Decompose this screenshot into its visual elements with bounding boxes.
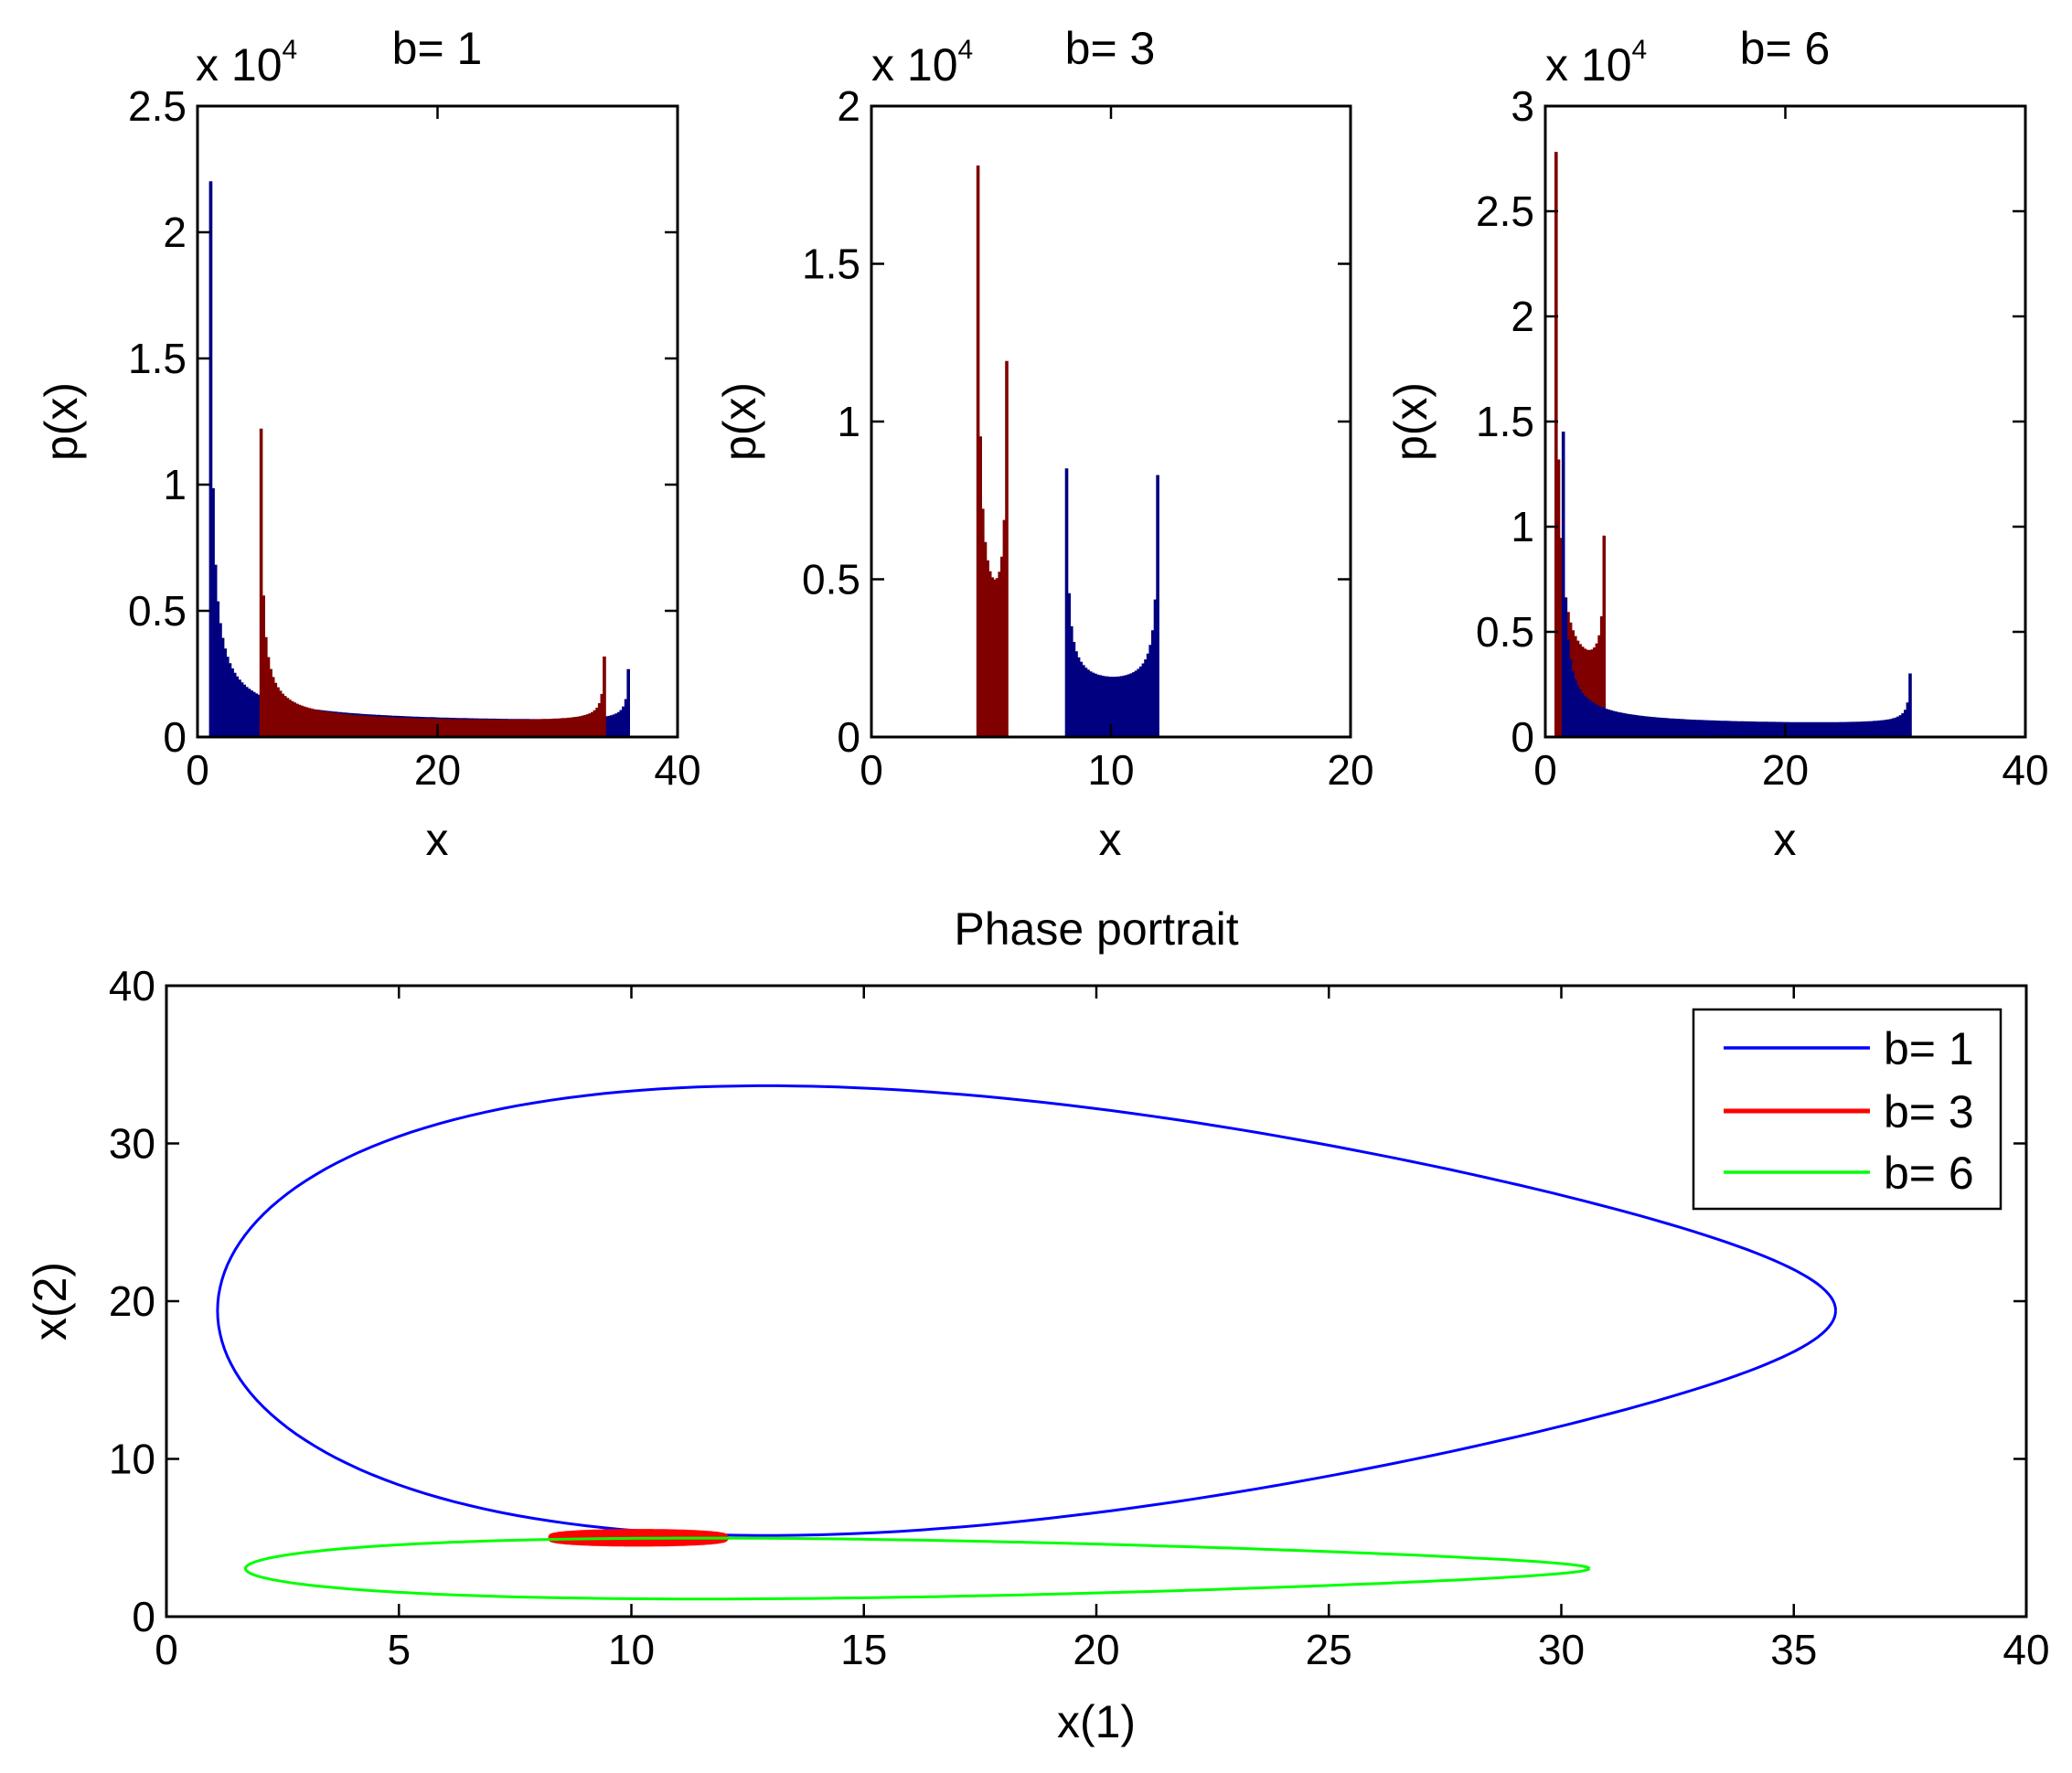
y-tick-label: 1 (837, 398, 860, 445)
x-tick-label: 10 (1087, 746, 1134, 794)
y-tick-label: 0.5 (128, 587, 187, 635)
phase-curve-b=3 (548, 1529, 729, 1547)
subplot-title: b= 1 (392, 23, 483, 74)
x-tick-label: 20 (1073, 1626, 1119, 1673)
histogram-series-blue (1064, 468, 1159, 738)
axis-ticks: 0 5 10 15 20 25 30 35 40 0 10 20 30 40 (109, 962, 2050, 1673)
x-tick-label: 20 (414, 746, 461, 794)
y-tick-label: 1.5 (802, 240, 860, 288)
phase-curve-b=6 (243, 1536, 1591, 1601)
y-tick-label: 2.5 (128, 82, 187, 130)
x-tick-label: 0 (860, 746, 883, 794)
y-tick-label: 0 (837, 713, 860, 761)
y-tick-label: 3 (1511, 82, 1534, 130)
histogram-bars (208, 181, 630, 738)
y-tick-label: 1 (163, 461, 187, 508)
exponent-label: x 104 (196, 35, 297, 91)
legend-label-b3: b= 3 (1884, 1086, 1974, 1137)
y-axis-label: p(x) (1385, 382, 1437, 461)
histogram-b1: 0 20 40 0 0.5 1 1.5 2 2.5 b= 1 x 104 x p(x) (36, 23, 701, 865)
histogram-series-red (976, 166, 1009, 738)
x-axis-label: x (1099, 814, 1122, 865)
y-tick-label: 0 (132, 1593, 155, 1640)
y-tick-label: 0.5 (802, 556, 860, 603)
x-tick-label: 25 (1306, 1626, 1352, 1673)
y-axis-label: x(2) (25, 1262, 76, 1340)
exponent-label: x 104 (1545, 35, 1647, 91)
x-tick-label: 35 (1770, 1626, 1817, 1673)
phase-curves (216, 1084, 1837, 1601)
legend-label-b6: b= 6 (1884, 1148, 1974, 1199)
exponent-base: x 10 (196, 39, 283, 91)
histogram-b6: 0 20 40 0 0.5 1 1.5 2 2.5 3 b= 6 x 104 x p(x) (1385, 23, 2049, 865)
x-tick-label: 20 (1762, 746, 1809, 794)
subplot-title: Phase portrait (954, 903, 1238, 955)
subplot-title: b= 3 (1065, 23, 1156, 74)
y-tick-label: 1.5 (1476, 398, 1534, 445)
exponent-power: 4 (958, 35, 974, 65)
exponent-power: 4 (1632, 35, 1648, 65)
histogram-series-red (259, 428, 606, 738)
x-tick-label: 40 (2002, 746, 2048, 794)
histogram-series-blue (1561, 432, 1912, 738)
y-tick-label: 0.5 (1476, 608, 1534, 656)
x-tick-label: 5 (387, 1626, 411, 1673)
exponent-power: 4 (283, 35, 298, 65)
exponent-label: x 104 (871, 35, 973, 91)
y-tick-label: 0 (163, 713, 187, 761)
x-tick-label: 40 (2003, 1626, 2049, 1673)
histogram-bars (1554, 152, 1912, 738)
x-tick-label: 40 (654, 746, 700, 794)
x-tick-label: 0 (1533, 746, 1557, 794)
exponent-base: x 10 (871, 39, 958, 91)
y-tick-label: 30 (109, 1120, 155, 1168)
y-axis-label: p(x) (714, 382, 765, 461)
legend[interactable]: b= 1 b= 3 b= 6 (1692, 1008, 2003, 1211)
axis-ticks: 0 20 40 0 0.5 1 1.5 2 2.5 (128, 82, 701, 794)
x-axis-label: x (426, 814, 449, 865)
x-axis-label: x(1) (1057, 1696, 1136, 1747)
exponent-base: x 10 (1545, 39, 1632, 91)
x-tick-label: 15 (840, 1626, 887, 1673)
x-tick-label: 20 (1327, 746, 1373, 794)
y-axis-label: p(x) (36, 382, 87, 461)
y-tick-label: 2 (1511, 293, 1534, 340)
y-tick-label: 1 (1511, 503, 1534, 550)
subplot-title: b= 6 (1740, 23, 1831, 74)
y-tick-label: 20 (109, 1277, 155, 1325)
x-tick-label: 10 (608, 1626, 655, 1673)
x-tick-label: 0 (155, 1626, 178, 1673)
x-tick-label: 0 (186, 746, 209, 794)
axis-ticks: 0 10 20 0 0.5 1 1.5 2 (802, 82, 1374, 794)
y-tick-label: 0 (1511, 713, 1534, 761)
x-axis-label: x (1774, 814, 1797, 865)
histogram-b3: 0 10 20 0 0.5 1 1.5 2 b= 3 x 104 x p(x) (714, 23, 1374, 865)
axis-ticks: 0 20 40 0 0.5 1 1.5 2 2.5 3 (1476, 82, 2049, 794)
y-tick-label: 2 (163, 208, 187, 256)
phase-portrait: 0 5 10 15 20 25 30 35 40 0 10 20 30 40 Phase portrait… (25, 903, 2050, 1747)
histogram-bars (976, 166, 1159, 738)
y-tick-label: 40 (109, 962, 155, 1009)
x-tick-label: 30 (1538, 1626, 1585, 1673)
y-tick-label: 2.5 (1476, 187, 1534, 235)
y-tick-label: 2 (837, 82, 860, 130)
phase-curve-b=1 (216, 1084, 1837, 1537)
y-tick-label: 10 (109, 1436, 155, 1483)
legend-label-b1: b= 1 (1884, 1023, 1974, 1074)
y-tick-label: 1.5 (128, 335, 187, 382)
